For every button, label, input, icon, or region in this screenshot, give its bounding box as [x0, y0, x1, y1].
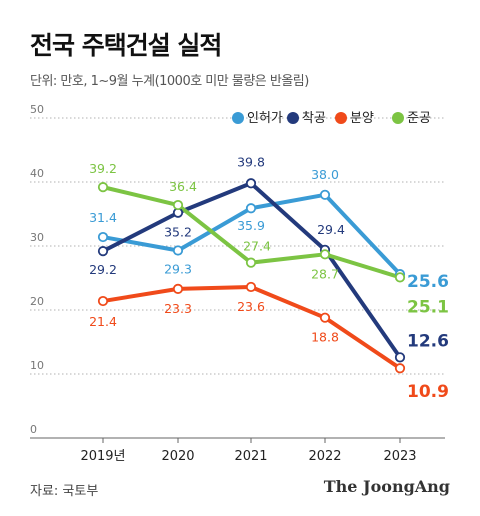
chart-subtitle: 단위: 만호, 1~9월 누계(1000호 미만 물량은 반올림)	[30, 74, 309, 89]
x-tick-label: 2022	[308, 449, 341, 464]
legend-label: 준공	[407, 111, 431, 126]
data-label: 36.4	[169, 179, 197, 194]
data-point	[394, 272, 406, 283]
data-point	[97, 246, 109, 257]
data-label: 31.4	[89, 210, 117, 225]
data-point	[97, 231, 109, 243]
data-point	[245, 257, 257, 268]
legend-label: 착공	[302, 111, 326, 126]
data-label: 29.4	[317, 222, 345, 237]
legend-marker	[392, 112, 404, 124]
x-tick-label: 2019년	[80, 449, 125, 464]
source-note: 자료: 국토부	[30, 484, 99, 499]
data-label: 25.6	[407, 272, 449, 292]
legend-label: 인허가	[247, 111, 283, 126]
data-label: 21.4	[89, 314, 117, 329]
data-point	[319, 312, 331, 323]
x-tick-label: 2021	[234, 449, 267, 464]
data-label: 12.6	[407, 331, 449, 351]
data-label: 18.8	[311, 330, 339, 345]
y-tick-label: 10	[30, 359, 44, 372]
data-label: 35.2	[164, 225, 192, 240]
data-point	[319, 249, 331, 260]
data-point	[172, 199, 184, 211]
y-tick-label: 40	[30, 167, 44, 180]
data-point	[394, 352, 406, 363]
data-label: 10.9	[407, 382, 449, 402]
data-label: 38.0	[311, 167, 339, 182]
legend-marker	[287, 112, 299, 124]
legend-label: 분양	[350, 111, 374, 126]
legend-marker	[335, 112, 347, 124]
data-label: 35.9	[237, 218, 265, 233]
data-point	[245, 281, 257, 293]
data-point	[172, 245, 184, 256]
data-label: 25.1	[407, 297, 449, 317]
x-tick-label: 2020	[161, 449, 194, 464]
data-label: 29.2	[89, 262, 117, 277]
data-label: 23.6	[237, 299, 265, 314]
data-point	[245, 178, 257, 189]
y-tick-label: 0	[30, 423, 37, 436]
data-label: 23.3	[164, 301, 192, 316]
data-label: 39.2	[89, 161, 117, 176]
y-tick-label: 30	[30, 231, 44, 244]
data-point	[394, 363, 406, 374]
legend-marker	[232, 112, 244, 124]
data-label: 29.3	[164, 261, 192, 276]
publisher-logo: The JoongAng	[323, 477, 450, 496]
data-point	[172, 283, 184, 294]
data-point	[97, 182, 109, 193]
x-tick-label: 2023	[383, 449, 416, 464]
data-point	[97, 295, 109, 307]
y-tick-label: 50	[30, 103, 44, 116]
y-tick-label: 20	[30, 295, 44, 308]
chart-title: 전국 주택건설 실적	[30, 31, 222, 60]
data-label: 27.4	[243, 239, 271, 254]
data-label: 28.7	[311, 266, 339, 281]
data-label: 39.8	[237, 154, 265, 169]
data-point	[319, 189, 331, 200]
data-point	[245, 203, 257, 214]
